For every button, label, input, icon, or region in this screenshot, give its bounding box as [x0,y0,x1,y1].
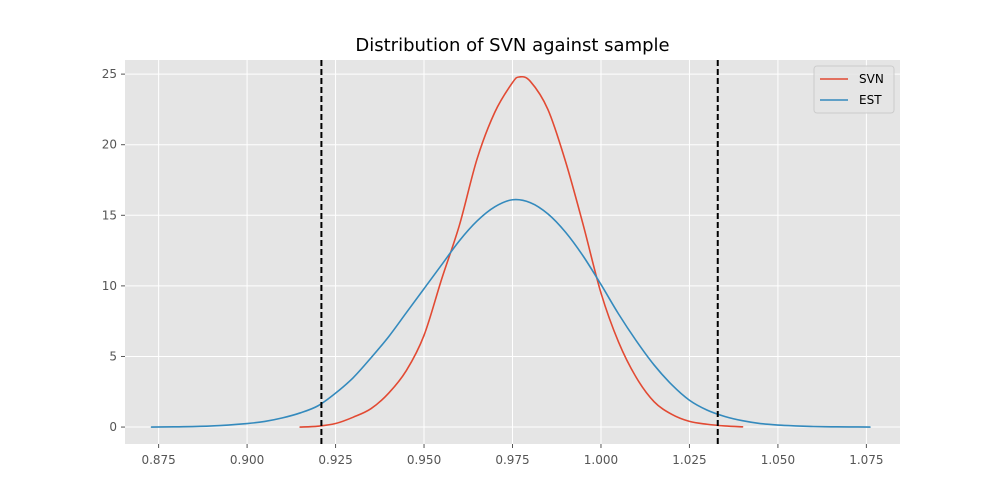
x-tick-label: 1.000 [584,453,618,467]
y-tick-label: 10 [102,279,117,293]
series-line-svn [299,75,744,428]
x-tick-label: 0.900 [230,453,264,467]
reference-lines [320,60,719,444]
y-tick-label: 0 [109,420,117,434]
axes: 0.875 0.900 0.925 0.950 0.975 1.000 1.025 1.050… [102,67,884,467]
legend-box [813,65,895,114]
x-tick-label: 0.950 [407,453,441,467]
y-tick-label: 15 [102,208,117,222]
x-tick-label: 1.050 [761,453,795,467]
x-tick-label: 1.025 [672,453,706,467]
y-tick-label: 5 [109,349,117,363]
legend: SVN EST [813,65,895,114]
x-tick-label: 0.975 [495,453,529,467]
y-tick-label: 25 [102,67,117,81]
x-tick-label: 1.075 [849,453,883,467]
legend-label-est: EST [859,93,882,107]
series-line-est [150,198,871,428]
grid [125,60,900,444]
x-tick-label: 0.925 [318,453,352,467]
chart-title: Distribution of SVN against sample [355,35,669,56]
x-tick-label: 0.875 [141,453,175,467]
legend-label-svn: SVN [859,72,884,86]
y-tick-label: 20 [102,138,117,152]
series-layer [150,75,871,428]
